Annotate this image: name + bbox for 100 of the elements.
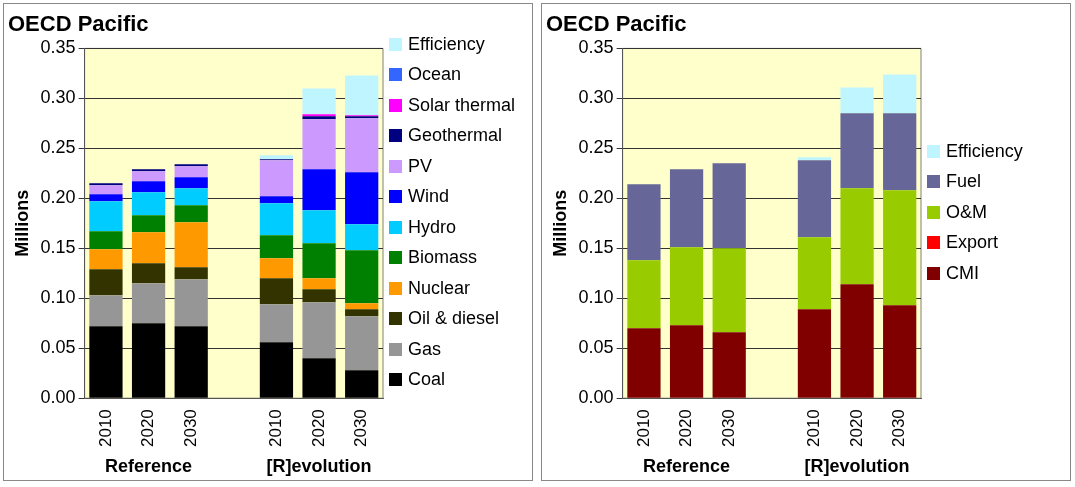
bar	[302, 169, 336, 211]
bar	[89, 269, 123, 296]
legend-label: Fuel	[946, 171, 982, 192]
bar	[345, 303, 379, 310]
bar	[712, 332, 746, 398]
y-axis-title: Millions	[549, 189, 570, 257]
y-tick-label: 0.20	[40, 187, 76, 208]
x-tick-label: 2010	[266, 409, 286, 448]
x-tick-label: 2030	[718, 409, 738, 448]
bar	[174, 205, 208, 223]
legend-label: Ocean	[408, 64, 462, 86]
bar	[174, 222, 208, 268]
bar	[131, 215, 166, 233]
x-tick-label: 2010	[633, 409, 653, 448]
bar	[840, 87, 874, 114]
text: [R]evolution	[266, 455, 372, 476]
x-tick-label: 2010	[804, 409, 824, 448]
bar	[174, 164, 208, 167]
legend-label: CMI	[946, 262, 979, 284]
bar	[840, 284, 874, 398]
bar	[89, 185, 123, 195]
text: Reference	[105, 455, 193, 476]
bar	[797, 237, 832, 310]
y-tick-label: 0.05	[40, 337, 76, 358]
bar	[302, 243, 336, 279]
bar	[259, 235, 294, 259]
x-tick-label: 2020	[308, 409, 328, 448]
bar	[259, 155, 294, 160]
y-tick-label: 0.20	[578, 187, 614, 208]
chart-title: OECD Pacific	[8, 11, 149, 37]
bar	[669, 247, 704, 326]
bar	[883, 74, 917, 114]
y-tick-label: 0.15	[578, 237, 614, 258]
legend-label: Export	[946, 232, 999, 253]
bar	[174, 326, 208, 398]
bar	[627, 184, 661, 261]
bar	[131, 323, 166, 398]
bar	[259, 304, 294, 343]
bar	[89, 231, 123, 250]
bar	[797, 157, 832, 161]
bar	[627, 260, 661, 329]
bar	[302, 278, 336, 290]
bar	[89, 201, 123, 232]
bar	[89, 194, 123, 202]
y-tick-label: 0.00	[40, 387, 76, 408]
y-tick-label: 0.10	[578, 287, 614, 308]
y-axis-title: Millions	[11, 189, 32, 257]
bar	[345, 172, 379, 225]
bar	[174, 279, 208, 327]
bar	[131, 171, 166, 182]
bar	[259, 278, 294, 305]
y-tick-label: 0.15	[40, 237, 76, 258]
legend-label: Biomass	[408, 247, 478, 269]
chart-title: OECD Pacific	[546, 11, 687, 37]
y-tick-label: 0.10	[40, 287, 76, 308]
bar	[712, 163, 746, 249]
legend-label: Hydro	[408, 216, 457, 238]
bar	[89, 249, 123, 270]
bar	[883, 190, 917, 306]
legend-label: PV	[408, 155, 433, 177]
x-tick-label: 2020	[676, 409, 696, 448]
bar	[345, 224, 379, 251]
legend-label: Solar thermal	[408, 94, 516, 116]
legend-label: O&M	[946, 201, 988, 223]
text: [R]evolution	[804, 455, 910, 476]
legend-label: Coal	[408, 369, 446, 391]
y-tick-label: 0.35	[578, 37, 614, 58]
y-tick-label: 0.25	[40, 137, 76, 158]
y-tick-label: 0.30	[40, 87, 76, 108]
legend-label: Wind	[408, 186, 450, 208]
legend-label: Gas	[408, 338, 442, 360]
legend-label: Geothermal	[408, 125, 503, 147]
bar	[131, 192, 166, 216]
x-tick-label: 2020	[846, 409, 866, 448]
legend-label: Efficiency	[946, 140, 1023, 162]
x-tick-label: 2010	[95, 409, 115, 448]
x-tick-label: 2020	[138, 409, 158, 448]
bar	[174, 177, 208, 189]
bar	[302, 88, 336, 115]
text: Reference	[643, 455, 731, 476]
bar	[712, 248, 746, 333]
bar	[259, 203, 294, 236]
bar	[669, 169, 704, 248]
y-tick-label: 0.30	[578, 87, 614, 108]
bar	[259, 342, 294, 398]
bar	[302, 210, 336, 244]
bar	[302, 302, 336, 359]
bar	[302, 289, 336, 303]
bar	[883, 113, 917, 191]
bar	[131, 283, 166, 324]
bar	[174, 188, 208, 206]
y-tick-label: 0.00	[578, 387, 614, 408]
y-tick-label: 0.25	[578, 137, 614, 158]
bar	[345, 309, 379, 317]
y-tick-label: 0.05	[578, 337, 614, 358]
bar	[259, 196, 294, 204]
bar	[345, 316, 379, 371]
bar	[302, 358, 336, 398]
bar	[797, 309, 832, 398]
bar	[174, 267, 208, 280]
